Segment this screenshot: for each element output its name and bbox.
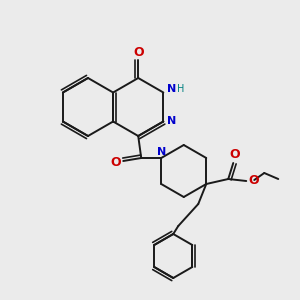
Text: N: N <box>167 83 176 94</box>
Text: O: O <box>248 173 259 187</box>
Text: O: O <box>229 148 240 161</box>
Text: N: N <box>167 116 176 127</box>
Text: N: N <box>157 147 166 157</box>
Text: H: H <box>177 83 184 94</box>
Text: O: O <box>110 157 121 169</box>
Text: O: O <box>133 46 143 59</box>
